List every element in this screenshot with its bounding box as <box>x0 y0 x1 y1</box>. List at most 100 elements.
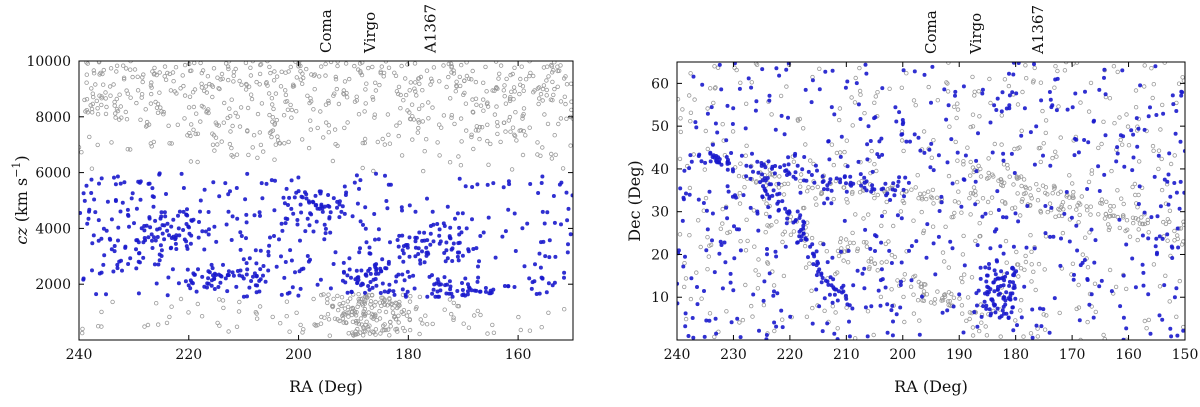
right-series-blue-point <box>906 180 911 185</box>
right-series-gray-point <box>1110 213 1115 218</box>
left-series-blue-point <box>91 233 96 238</box>
right-series-gray-point <box>737 320 742 325</box>
right-series-blue-point <box>865 334 870 339</box>
right-series-gray-point <box>977 328 982 334</box>
right-series-gray-point <box>677 97 681 102</box>
right-series-gray-point <box>838 236 844 241</box>
left-series-gray-point <box>519 64 524 69</box>
right-series-gray-point <box>1133 216 1138 221</box>
left-series-gray-point <box>414 93 419 98</box>
left-series-blue-point <box>425 294 430 299</box>
right-series-blue-point <box>1130 256 1135 261</box>
left-series-gray-point <box>521 88 526 93</box>
right-series-gray-point <box>1038 80 1044 85</box>
right-series-gray-point <box>1041 141 1046 146</box>
left-x-axis-label: RA (Deg) <box>289 377 363 396</box>
right-series-blue-point <box>984 306 989 311</box>
left-series-blue-point <box>259 181 264 186</box>
right-series-gray-point <box>909 187 914 192</box>
left-series-blue-point <box>506 284 511 289</box>
left-series-gray-point <box>350 306 356 311</box>
right-series-blue-point <box>799 238 804 243</box>
left-series-gray-point <box>257 304 263 309</box>
left-series-gray-point <box>99 102 104 108</box>
right-series-blue-point <box>774 66 779 71</box>
left-series-gray-point <box>155 101 161 107</box>
right-series-gray-point <box>838 239 843 245</box>
left-series-gray-point <box>364 81 369 86</box>
left-series-gray-point <box>509 167 515 172</box>
left-series-gray-point <box>373 299 378 305</box>
left-annotation-coma: Coma <box>317 9 335 53</box>
right-series-gray-point <box>780 239 785 245</box>
left-series-blue-point <box>457 176 462 181</box>
left-series-blue-point <box>300 195 305 200</box>
left-series-gray-point <box>172 89 177 94</box>
left-series-blue-point <box>341 260 346 265</box>
right-series-blue-point <box>826 282 831 287</box>
right-series-gray-point <box>845 260 851 265</box>
left-series-blue-point <box>217 194 222 199</box>
right-series-gray-point <box>1174 314 1179 319</box>
right-series-gray-point <box>1115 69 1120 75</box>
left-series-blue-point <box>269 178 274 183</box>
right-series-gray-point <box>798 184 803 189</box>
right-series-gray-point <box>1076 282 1081 288</box>
left-series-gray-point <box>272 122 277 127</box>
right-series-gray-point <box>1179 242 1185 247</box>
right-series-gray-point <box>872 100 877 105</box>
left-series-gray-point <box>323 73 328 78</box>
right-series-gray-point <box>743 153 748 158</box>
left-series-gray-point <box>437 79 442 84</box>
left-series-gray-point <box>535 86 541 91</box>
right-series-blue-point <box>1175 333 1180 338</box>
right-series-gray-point <box>865 309 871 314</box>
left-series-blue-point <box>405 289 410 294</box>
right-series-blue-point <box>725 184 730 189</box>
right-series-blue-point <box>677 281 680 286</box>
left-series-gray-point <box>361 312 367 318</box>
right-series-gray-point <box>1163 221 1169 227</box>
left-series-gray-point <box>404 313 410 318</box>
right-series-blue-point <box>880 86 885 91</box>
left-series-blue-point <box>367 266 372 271</box>
left-series-gray-point <box>192 61 197 66</box>
left-series-blue-point <box>293 270 297 275</box>
right-series-blue-point <box>976 131 980 136</box>
left-series-blue-point <box>184 244 189 249</box>
right-series-blue-point <box>776 199 781 204</box>
left-series-blue-point <box>400 208 404 213</box>
left-series-gray-point <box>473 79 479 85</box>
left-series-blue-point <box>150 246 155 250</box>
right-series-blue-point <box>819 280 824 285</box>
right-series-gray-point <box>1088 80 1094 86</box>
left-series-gray-point <box>233 66 238 72</box>
right-series-gray-point <box>1149 65 1154 71</box>
left-series-gray-point <box>541 83 547 88</box>
left-series-gray-point <box>502 93 507 99</box>
right-series-blue-point <box>798 190 803 195</box>
left-series-blue-point <box>460 281 464 285</box>
right-series-blue-point <box>699 159 704 164</box>
right-series-blue-point <box>1115 151 1120 156</box>
left-series-blue-point <box>355 201 360 206</box>
right-series-blue-point <box>834 176 839 181</box>
left-series-blue-point <box>539 181 544 185</box>
left-series-gray-point <box>125 91 130 96</box>
right-series-blue-point <box>1012 171 1017 175</box>
left-series-gray-point <box>469 134 474 140</box>
left-series-blue-point <box>350 214 355 219</box>
left-series-blue-point <box>206 281 211 286</box>
right-series-blue-point <box>1006 315 1011 320</box>
right-series-blue-point <box>1181 328 1185 333</box>
left-series-gray-point <box>319 292 324 298</box>
left-series-gray-point <box>456 154 461 159</box>
right-series-gray-point <box>1141 84 1147 89</box>
right-series-gray-point <box>971 185 977 190</box>
right-series-blue-point <box>988 313 993 318</box>
left-series-gray-point <box>346 331 351 336</box>
right-series-gray-point <box>972 89 977 94</box>
left-series-blue-point <box>380 281 385 286</box>
right-series-gray-point <box>921 228 927 233</box>
left-series-gray-point <box>508 94 513 100</box>
